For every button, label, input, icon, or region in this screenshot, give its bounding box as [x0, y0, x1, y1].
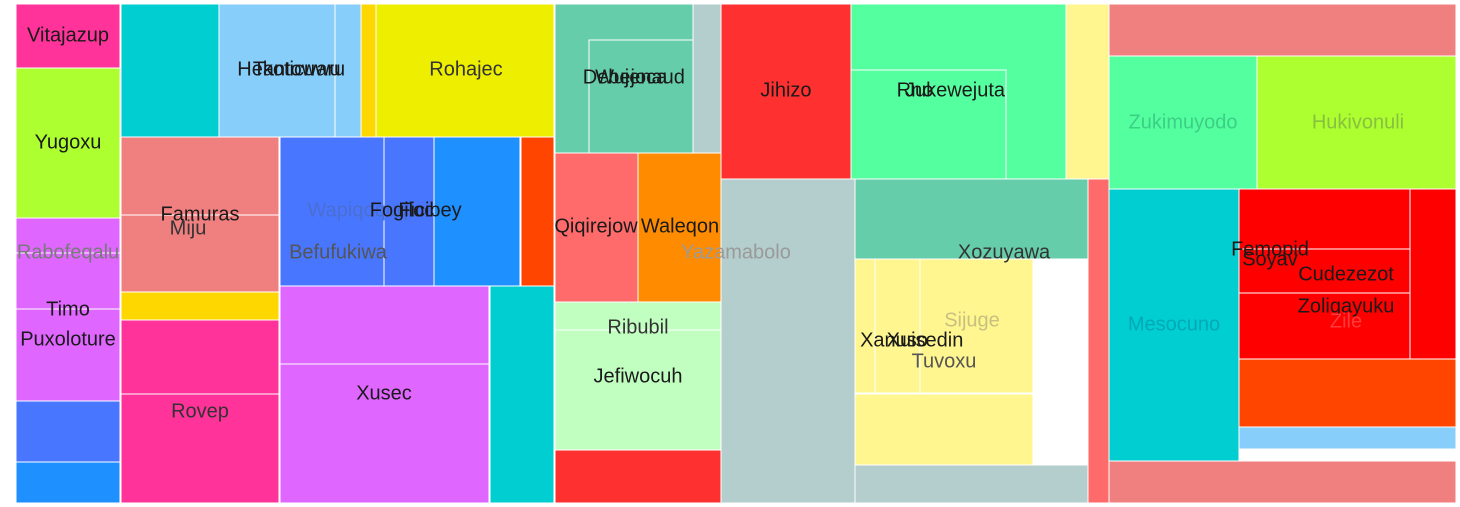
treemap-tile-label: Miju	[170, 217, 207, 239]
treemap-tile-label: Rohajec	[429, 58, 502, 80]
treemap-tile	[588, 39, 694, 154]
treemap-tile-label: Wujenaud	[595, 66, 685, 88]
treemap-tile-label: Jefiwocuh	[594, 365, 683, 387]
treemap-tile-label: Wapiqoquqi	[308, 199, 413, 221]
treemap-tile	[15, 461, 121, 504]
treemap-tile-label: Zoliqayuku	[1298, 295, 1395, 317]
treemap-tile	[1108, 3, 1457, 57]
treemap-tile-label: Femopid	[1231, 238, 1309, 260]
treemap-tile-label: Rno	[897, 79, 934, 101]
treemap-tile-label: Yazamabolo	[681, 241, 791, 263]
treemap-tile-label: Soyav	[1242, 248, 1298, 270]
treemap-tile-label: Rabofeqalu	[17, 241, 119, 263]
treemap-tile	[554, 152, 639, 303]
treemap-tile	[1065, 3, 1110, 180]
treemap-tile-label: Mesocuno	[1128, 313, 1220, 335]
treemap-tile	[120, 291, 280, 321]
treemap-tile	[1238, 188, 1411, 250]
treemap-tile-label: Jihizo	[760, 79, 811, 101]
treemap-tile	[850, 69, 1007, 180]
treemap-tile-label: Zukimuyodo	[1129, 111, 1238, 133]
treemap-tile-label: Waleqon	[641, 215, 719, 237]
treemap-tile-label: Puxoloture	[20, 328, 116, 350]
treemap-tile	[15, 308, 121, 402]
treemap-tile-label: Tuvoxu	[912, 350, 977, 372]
treemap-tile	[383, 136, 435, 287]
treemap-tile	[854, 178, 1089, 260]
treemap-tile	[1108, 188, 1240, 462]
treemap-tile	[554, 449, 722, 504]
treemap-tile	[720, 3, 852, 180]
treemap-tile	[489, 285, 555, 504]
treemap-tile	[1256, 55, 1457, 190]
treemap-tile	[919, 258, 1034, 394]
treemap-tile	[554, 301, 722, 331]
treemap-tile	[554, 329, 722, 451]
treemap-tile	[15, 217, 121, 254]
treemap-tile	[637, 152, 722, 303]
treemap-tile-label: Famuras	[161, 203, 240, 225]
treemap-tile-label: Qiqirejow	[554, 215, 638, 237]
treemap-tile-label: Ficibey	[398, 199, 461, 221]
treemap-tile	[360, 3, 377, 138]
treemap-tile	[1409, 188, 1457, 360]
treemap-tile	[433, 136, 521, 287]
treemap-tile-label: Hukivonuli	[1312, 111, 1404, 133]
treemap-tile-label: Vitajazup	[27, 24, 109, 46]
treemap-tile-label: Befufukiwa	[289, 241, 388, 263]
treemap-tile-label: Timo	[46, 298, 90, 320]
treemap-tile	[854, 464, 1089, 504]
treemap-tile	[1108, 460, 1457, 504]
treemap-tile	[279, 363, 490, 504]
treemap-tile	[15, 67, 121, 219]
treemap-tile-label: Zile	[1330, 310, 1362, 332]
treemap-tile	[120, 393, 280, 504]
treemap-tile	[854, 393, 1034, 466]
treemap-tile	[334, 3, 362, 138]
treemap-tile	[1238, 426, 1457, 450]
treemap-tile	[1238, 248, 1411, 294]
treemap-tile-label: Ribubil	[607, 316, 668, 338]
treemap-tile-label: Xusec	[356, 382, 412, 404]
treemap-tile	[120, 136, 280, 216]
treemap-tile	[1087, 178, 1110, 504]
treemap-tile-label: Jukewejuta	[905, 79, 1006, 101]
treemap-tile	[120, 3, 220, 138]
treemap-tile	[375, 3, 555, 138]
treemap-tile-label: Xanuso	[860, 329, 928, 351]
treemap-tile-label: Debejoca	[583, 66, 668, 88]
treemap-tile	[520, 136, 555, 287]
treemap-tile-label: Cudezezot	[1298, 263, 1394, 285]
treemap-tile	[15, 3, 121, 69]
treemap-tile	[692, 3, 722, 154]
treemap-tile	[720, 178, 856, 504]
treemap-tile-label: Rovep	[171, 400, 229, 422]
treemap-tile-label: Xozuyawa	[958, 241, 1051, 263]
treemap-tile-label: Xuisedin	[887, 329, 964, 351]
treemap-tile	[120, 319, 280, 395]
treemap-tile-label: Yugoxu	[35, 131, 102, 153]
treemap-tile-label: Fogiloc	[370, 199, 434, 221]
treemap-tile	[15, 252, 121, 310]
treemap-tile-label: Tantowaru	[253, 58, 345, 80]
treemap-tile	[279, 285, 490, 365]
treemap-tile-label: Hekoticuwu	[237, 58, 340, 80]
treemap-tile	[1238, 292, 1411, 360]
treemap-tile	[1238, 358, 1457, 428]
treemap-tile	[15, 400, 121, 463]
treemap-tile-label: Sijuge	[944, 309, 1000, 331]
